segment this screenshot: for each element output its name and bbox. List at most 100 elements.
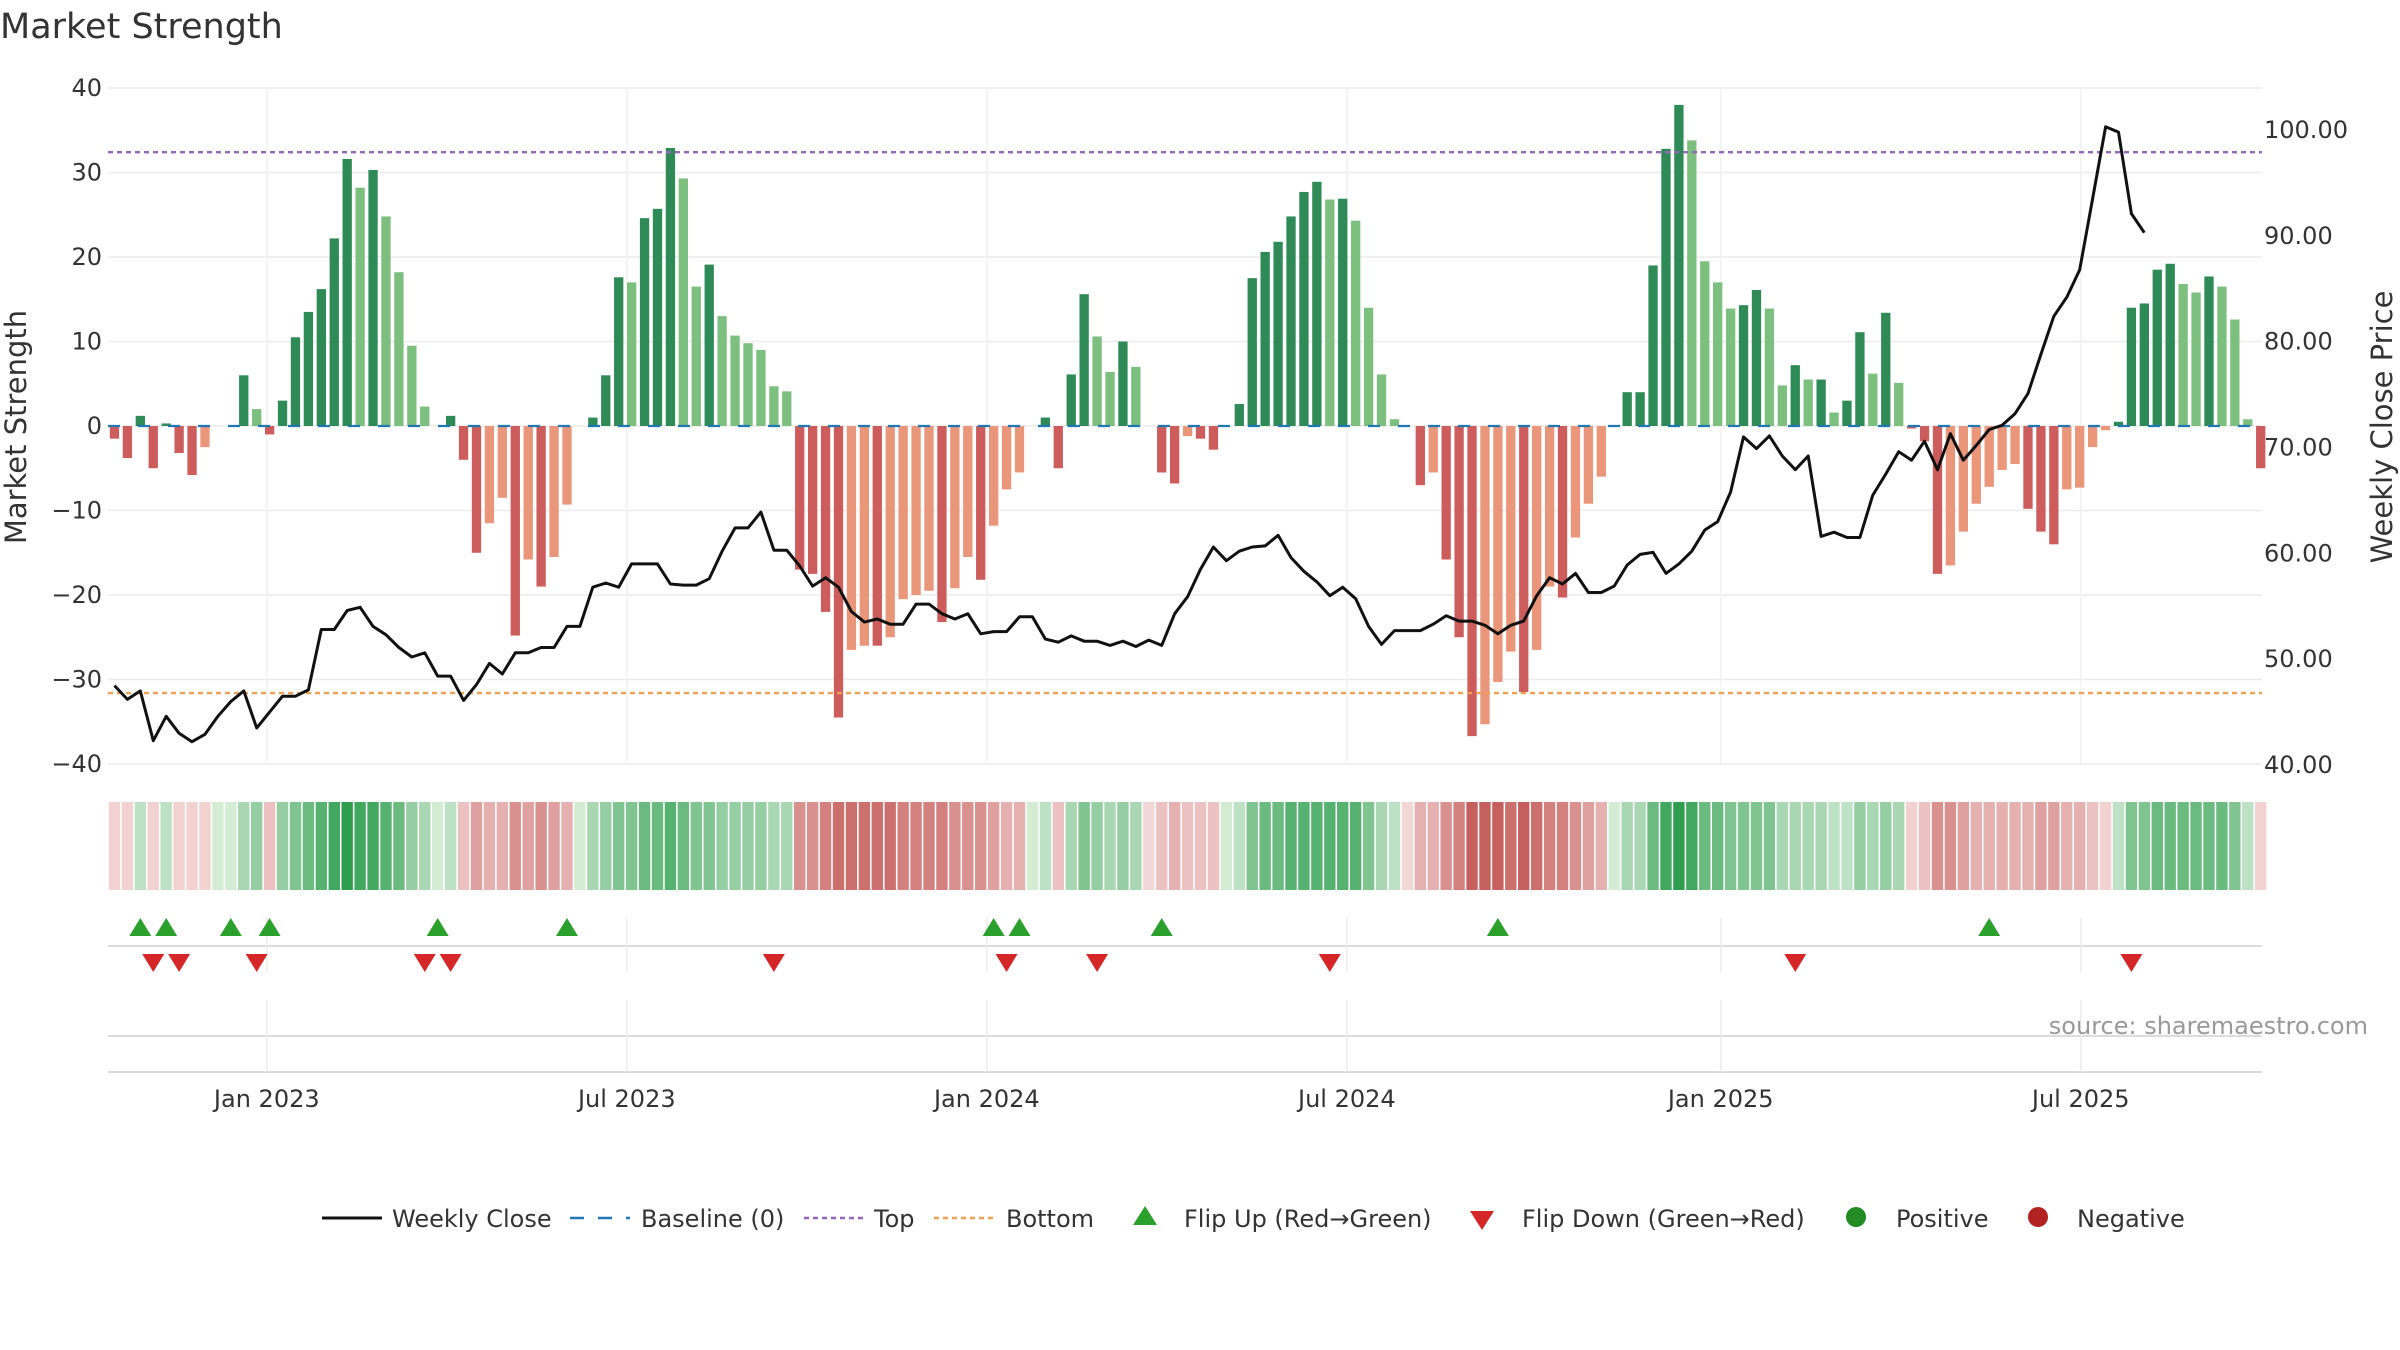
y-axis-right-title: Weekly Close Price [2365, 291, 2399, 564]
strength-bar [1053, 426, 1063, 469]
strength-bar [1519, 426, 1529, 693]
strength-bar [588, 417, 598, 426]
strength-bar [381, 216, 391, 426]
heat-cell [1647, 802, 1659, 890]
heat-cell [134, 802, 147, 890]
heat-cell [509, 802, 521, 890]
y-tick-left: −40 [51, 750, 102, 778]
heat-cell [1854, 802, 1866, 890]
strength-bar [1829, 412, 1839, 426]
strength-bar [1312, 181, 1322, 426]
strength-bar [148, 426, 158, 469]
heat-cell [315, 802, 328, 890]
strength-bar [1842, 400, 1852, 426]
heat-cell [263, 802, 276, 890]
heat-cell [910, 802, 922, 890]
strength-bar [1532, 426, 1542, 650]
heat-cell [819, 802, 832, 890]
heat-cell [1750, 802, 1763, 890]
heat-cell [716, 802, 728, 890]
heat-cell [1259, 802, 1271, 890]
legend-swatch-dot [2028, 1207, 2048, 1227]
heat-cell [1078, 802, 1090, 890]
heat-cell [535, 802, 547, 890]
strength-bar [1389, 419, 1400, 426]
strength-bar [820, 426, 831, 612]
strength-bar [2165, 263, 2175, 426]
x-axis-ticks: Jan 2023 Jul 2023 Jan 2024 Jul 2024 Jan 2025… [212, 1085, 2130, 1113]
heat-cell [522, 802, 534, 890]
strength-bar [743, 343, 753, 426]
strength-bar [898, 426, 908, 600]
strength-bar [355, 187, 365, 426]
strength-bar [652, 208, 663, 426]
strength-bar [950, 426, 960, 589]
heat-cell [1931, 802, 1944, 890]
y-tick-left: −30 [51, 666, 102, 694]
heat-cell [677, 802, 690, 890]
heat-cell [419, 802, 431, 890]
heat-cell [2048, 802, 2060, 890]
heat-cell [2151, 802, 2163, 890]
strength-bar [1506, 426, 1516, 652]
heat-cell [1673, 802, 1685, 890]
heat-cell [1168, 802, 1181, 890]
heat-cell [328, 802, 340, 890]
strength-bar [316, 289, 326, 426]
flip-up-marker [129, 918, 152, 936]
heat-cell [1427, 802, 1439, 890]
strength-bar [937, 426, 947, 623]
heat-cell [987, 802, 1000, 890]
heat-cell [160, 802, 172, 890]
heat-cell [199, 802, 211, 890]
heat-cell [1789, 802, 1801, 890]
strength-bar [1816, 379, 1826, 426]
heat-cell [289, 802, 302, 890]
heat-cell [1905, 802, 1918, 890]
strength-bar [303, 311, 314, 426]
strength-bar [264, 426, 275, 435]
strength-bar [1454, 426, 1464, 638]
strength-bar [458, 426, 469, 460]
strength-bar [1092, 336, 1102, 426]
y-tick-right: 60.00 [2264, 539, 2333, 567]
heat-cell [871, 802, 883, 890]
heat-cell [1556, 802, 1569, 890]
heat-cell [1401, 802, 1414, 890]
heat-cell [354, 802, 366, 890]
heat-cell [2086, 802, 2099, 890]
weekly-close-line [113, 125, 2146, 744]
heat-cell [1065, 802, 1077, 890]
strength-bar [1751, 289, 1762, 426]
y-tick-left: 10 [71, 328, 102, 356]
legend: Weekly Close Baseline (0) Top Bottom Flip Up… [322, 1205, 2185, 1233]
heat-cell [638, 802, 651, 890]
strength-bar [2191, 292, 2201, 426]
strength-bar [730, 335, 740, 426]
heat-cell [1246, 802, 1258, 890]
heat-cell [1944, 802, 1957, 890]
legend-swatch-flip-up [1133, 1206, 1157, 1225]
heat-cell [1802, 802, 1814, 890]
strength-bar [562, 426, 572, 505]
heat-cell [406, 802, 418, 890]
y-tick-left: −10 [51, 497, 102, 525]
strength-bar [1881, 312, 1891, 426]
strength-bar [187, 426, 197, 476]
strength-bar [885, 426, 895, 638]
heat-cell [186, 802, 198, 890]
source-credit: source: sharemaestro.com [2049, 1012, 2368, 1040]
strength-bar [1790, 365, 1800, 426]
heat-cell [897, 802, 909, 890]
heat-cell [1414, 802, 1426, 890]
right-axis-ticks: 100.00 90.00 80.00 70.00 60.00 50.00 40.00 [2264, 116, 2348, 779]
legend-label: Bottom [1006, 1205, 1094, 1233]
heat-cell [2125, 802, 2138, 890]
strength-bar [1376, 374, 1387, 426]
heat-cell [845, 802, 858, 890]
left-axis-ticks: 40 30 20 10 0 −10 −20 −30 −40 [51, 74, 102, 778]
flip-up-marker [1486, 918, 1509, 936]
strength-bar [872, 426, 882, 646]
strength-bar [2256, 426, 2266, 469]
